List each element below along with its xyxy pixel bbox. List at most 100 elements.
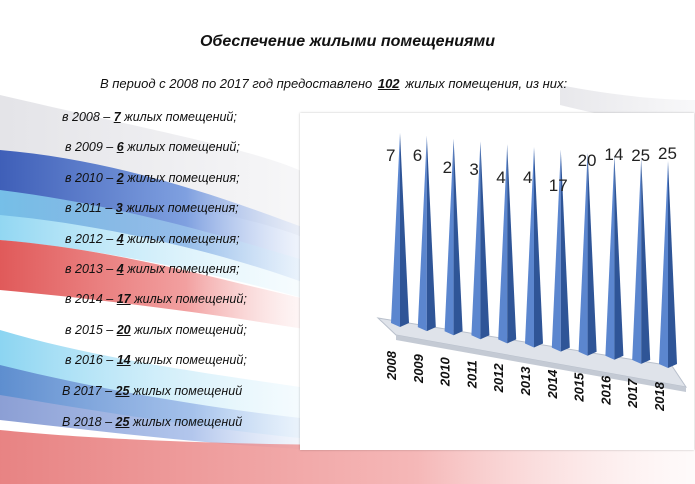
year-item-prefix: В 2018 – xyxy=(62,415,116,429)
chart-bar-2018 xyxy=(659,161,677,368)
chart-bar-2009 xyxy=(417,135,436,332)
year-item-suffix: жилых помещений; xyxy=(130,292,247,306)
chart-panel: 7 6 2 3 4 4 17 20 14 25 25 2008 2009 2010 2011 2012 2013… xyxy=(300,113,694,450)
chart-category-label: 2013 xyxy=(518,366,533,397)
year-item-suffix: жилых помещения; xyxy=(122,201,239,215)
year-item-prefix: в 2014 – xyxy=(65,292,117,306)
year-item-suffix: жилых помещения; xyxy=(123,262,240,276)
chart-category-label: 2015 xyxy=(572,372,587,403)
summary-suffix: жилых помещения, из них: xyxy=(405,76,568,91)
chart-bar-face xyxy=(659,161,668,368)
year-item-count: 25 xyxy=(115,384,130,398)
summary-line: В период с 2008 по 2017 год предоставлен… xyxy=(100,76,567,91)
chart-bar-2014 xyxy=(551,149,570,352)
year-item-2017: В 2017 – 25 жилых помещений xyxy=(62,384,242,398)
chart-bar-face xyxy=(391,133,400,327)
chart-bar-face xyxy=(614,155,624,360)
summary-prefix: В период с 2008 по 2017 год предоставлен… xyxy=(100,76,373,91)
year-item-suffix: жилых помещения; xyxy=(123,171,240,185)
year-item-2015: в 2015 – 20 жилых помещений; xyxy=(65,323,247,337)
chart-bar-2011 xyxy=(471,141,490,340)
year-item-2016: в 2016 – 14 жилых помещений; xyxy=(65,353,247,367)
chart-bar-2015 xyxy=(578,152,597,356)
year-item-count: 3 xyxy=(115,201,123,215)
year-item-count: 17 xyxy=(116,292,131,306)
chart-category-label: 2016 xyxy=(598,375,613,406)
chart-category-label: 2011 xyxy=(464,360,479,389)
year-item-2009: в 2009 – 6 жилых помещений; xyxy=(65,140,240,154)
year-item-suffix: жилых помещений; xyxy=(130,323,247,337)
chart-bar-face xyxy=(605,155,615,360)
chart-bar-2008 xyxy=(391,133,409,327)
year-item-count: 4 xyxy=(116,232,124,246)
chart-data-label: 4 xyxy=(496,168,505,187)
year-item-prefix: В 2017 – xyxy=(62,384,116,398)
year-item-prefix: в 2010 – xyxy=(65,171,117,185)
year-item-suffix: жилых помещений; xyxy=(130,353,247,367)
chart-floor-edge xyxy=(396,335,686,392)
chart-bar-face xyxy=(534,147,543,348)
year-item-suffix: жилых помещений; xyxy=(123,140,240,154)
chart-bar-face xyxy=(426,135,436,332)
year-item-prefix: в 2012 – xyxy=(65,232,117,246)
chart-bar-face xyxy=(560,149,570,352)
chart-bar-2017 xyxy=(632,158,651,364)
chart-data-label: 3 xyxy=(469,160,478,179)
chart-bar-2012 xyxy=(498,144,517,344)
chart-data-label: 2 xyxy=(443,158,452,177)
chart-bar-face xyxy=(641,158,651,364)
year-item-suffix: жилых помещений xyxy=(129,384,243,398)
chart-bar-face xyxy=(507,144,517,344)
year-item-2010: в 2010 – 2 жилых помещения; xyxy=(65,171,240,185)
chart-bar-face xyxy=(578,152,588,356)
chart-data-label: 14 xyxy=(604,145,623,164)
chart-bar-2013 xyxy=(525,147,543,348)
page-title: Обеспечение жилыми помещениями xyxy=(199,33,496,50)
year-item-2014: в 2014 – 17 жилых помещений; xyxy=(65,292,247,306)
year-item-suffix: жилых помещений xyxy=(129,415,243,429)
chart-bar-face xyxy=(417,135,427,332)
chart-data-label: 7 xyxy=(386,146,395,165)
chart-bar-face xyxy=(551,149,561,352)
chart-data-label: 25 xyxy=(658,144,677,163)
year-item-prefix: в 2016 – xyxy=(65,353,117,367)
chart-category-label: 2009 xyxy=(411,353,426,384)
year-item-suffix: жилых помещений; xyxy=(120,110,237,124)
chart-bar-face xyxy=(471,141,481,340)
chart-category-label: 2010 xyxy=(438,356,453,387)
chart-bar-face xyxy=(587,152,597,356)
year-item-prefix: в 2009 – xyxy=(65,140,117,154)
chart-data-label: 6 xyxy=(413,146,422,165)
chart-bar-2010 xyxy=(444,138,463,336)
year-item-2013: в 2013 – 4 жилых помещения; xyxy=(65,262,240,276)
chart-bar-2016 xyxy=(605,155,624,360)
year-item-count: 20 xyxy=(116,323,131,337)
year-item-prefix: в 2015 – xyxy=(65,323,117,337)
chart-category-label: 2014 xyxy=(545,369,560,400)
chart-bar-face xyxy=(632,158,642,364)
chart-bar-face xyxy=(525,147,534,348)
year-item-2008: в 2008 – 7 жилых помещений; xyxy=(62,110,237,124)
year-item-count: 2 xyxy=(116,171,124,185)
year-item-2012: в 2012 – 4 жилых помещения; xyxy=(65,232,240,246)
chart-bar-face xyxy=(400,133,409,327)
chart-category-label: 2008 xyxy=(384,350,399,381)
chart-category-label: 2018 xyxy=(652,381,667,412)
year-item-2011: в 2011 – 3 жилых помещения; xyxy=(65,201,239,215)
year-item-count: 4 xyxy=(116,262,124,276)
chart-category-label: 2017 xyxy=(625,378,640,409)
year-item-count: 25 xyxy=(115,415,130,429)
year-item-count: 7 xyxy=(113,110,121,124)
chart-bar-face xyxy=(480,141,490,340)
chart-data-label: 17 xyxy=(549,176,568,195)
year-item-count: 6 xyxy=(116,140,124,154)
chart-data-label: 4 xyxy=(523,168,532,187)
year-item-prefix: в 2008 – xyxy=(62,110,114,124)
chart-bar-face xyxy=(498,144,508,344)
year-item-prefix: в 2011 – xyxy=(65,201,116,215)
year-item-suffix: жилых помещения; xyxy=(123,232,240,246)
year-item-2018: В 2018 – 25 жилых помещений xyxy=(62,415,242,429)
chart-data-label: 20 xyxy=(578,151,597,170)
year-item-prefix: в 2013 – xyxy=(65,262,117,276)
